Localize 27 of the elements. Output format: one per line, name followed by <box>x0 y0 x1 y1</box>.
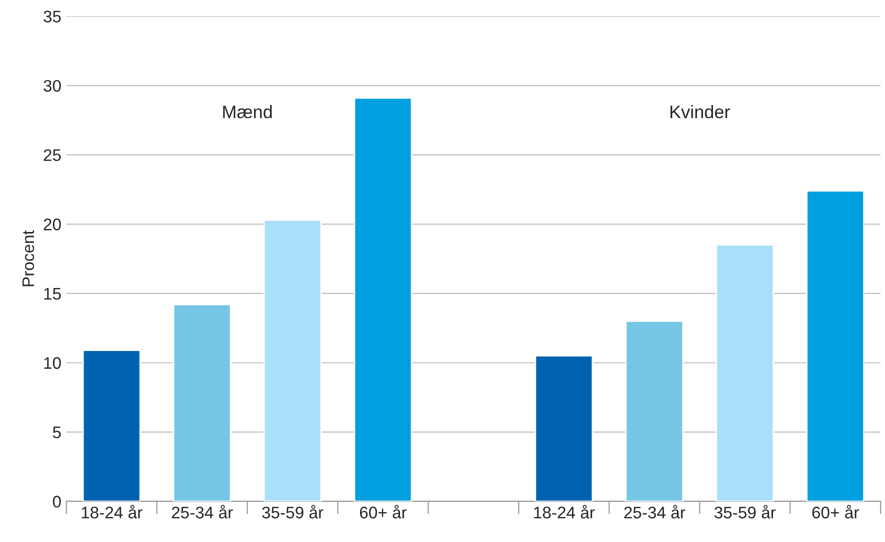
y-tick-label: 5 <box>52 426 61 438</box>
x-tick-label: 60+ år <box>360 504 407 518</box>
annotation: Kvinder <box>670 105 730 118</box>
bar <box>82 350 141 502</box>
x-tick-label: 25-34 år <box>624 504 686 518</box>
bar <box>534 355 594 502</box>
y-tick-label: 10 <box>44 357 61 369</box>
annotation: Mænd <box>223 105 272 118</box>
bar <box>806 190 865 502</box>
y-tick-label: 20 <box>44 218 61 230</box>
y-tick-label: 35 <box>44 10 61 22</box>
y-tick-label: 30 <box>44 80 61 92</box>
bar <box>625 320 684 502</box>
y-tick-label: 15 <box>44 288 61 300</box>
bar <box>354 97 412 502</box>
y-axis-title: Procent <box>22 230 34 286</box>
x-tick-label: 60+ år <box>812 504 859 518</box>
bar <box>172 304 232 502</box>
bar <box>716 244 774 502</box>
bar <box>263 219 322 502</box>
x-tick-label: 18-24 år <box>534 504 595 518</box>
x-tick-label: 35-59 år <box>262 504 324 518</box>
x-tick-label: 35-59 år <box>714 504 776 518</box>
y-tick-label: 0 <box>52 496 61 508</box>
x-tick-label: 18-24 år <box>82 504 142 518</box>
x-tick-label: 25-34 år <box>172 504 233 518</box>
y-tick-label: 25 <box>44 149 61 162</box>
